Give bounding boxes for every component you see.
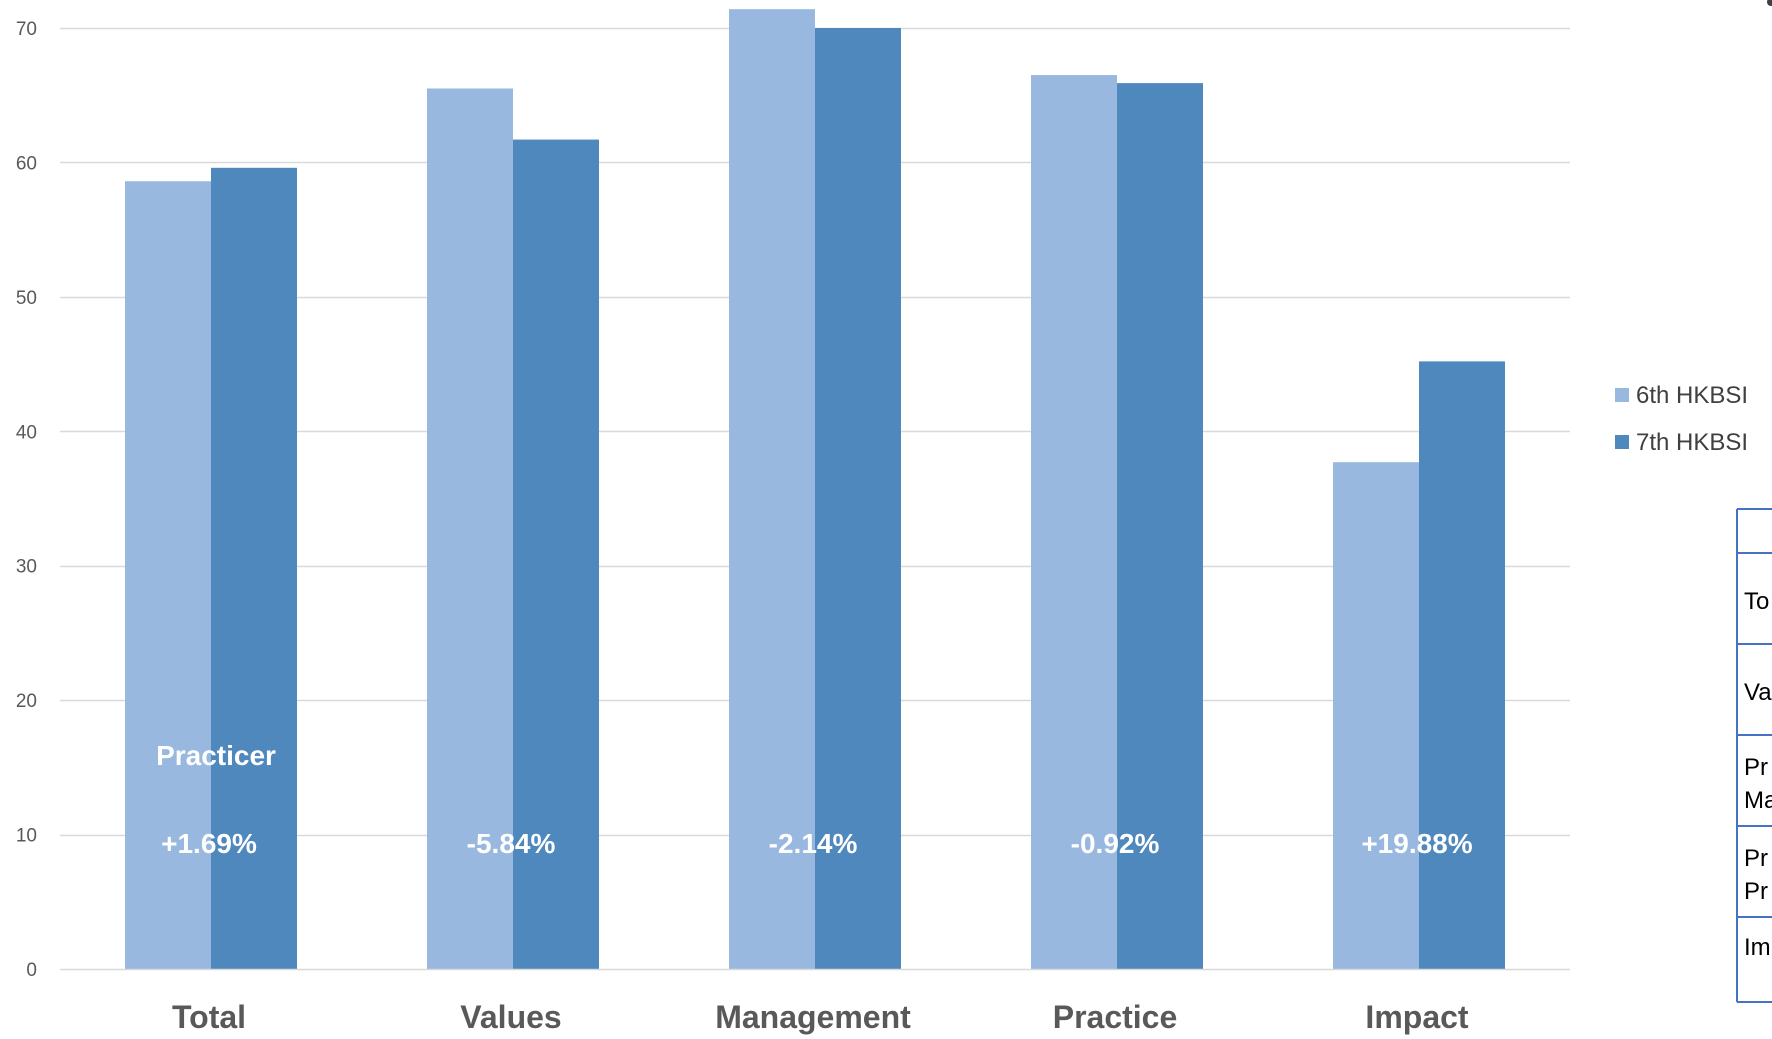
table-cell: Pr: [1744, 754, 1768, 781]
annotation-label: Practicer: [156, 740, 276, 771]
y-tick-label: 10: [16, 826, 37, 847]
table-cell: Im: [1744, 934, 1771, 961]
bar-6th-total: [125, 181, 211, 970]
x-axis-ticks: Total Values Management Practice Impact: [172, 999, 1469, 1035]
change-label: -0.92%: [1071, 828, 1160, 859]
bar-6th-values: [427, 88, 513, 969]
legend-label-6th: 6th HKBSI: [1636, 382, 1748, 409]
legend-swatch-7th: [1615, 435, 1629, 449]
bar-7th-management: [815, 28, 901, 969]
y-tick-label: 0: [26, 960, 37, 981]
x-tick-label: Management: [715, 999, 911, 1035]
bar-7th-impact: [1419, 361, 1505, 970]
bar-6th-practice: [1031, 75, 1117, 970]
y-tick-label: 70: [16, 19, 37, 40]
table-cell: Va: [1744, 679, 1772, 706]
data-table: To Va Pr Ma Pr Pr Im: [1736, 508, 1772, 1003]
table-cell: Ma: [1744, 787, 1772, 814]
legend: 6th HKBSI 7th HKBSI: [1615, 382, 1748, 456]
table-cell: Pr: [1744, 878, 1768, 905]
bar-7th-total: [211, 167, 297, 969]
y-tick-label: 40: [16, 422, 37, 443]
legend-swatch-6th: [1615, 388, 1629, 402]
bar-7th-practice: [1117, 83, 1203, 969]
legend-label-7th: 7th HKBSI: [1636, 429, 1748, 456]
x-tick-label: Total: [172, 999, 246, 1035]
change-label: -2.14%: [769, 828, 858, 859]
table-cell: Pr: [1744, 845, 1768, 872]
x-tick-label: Impact: [1365, 999, 1468, 1035]
y-tick-label: 20: [16, 691, 37, 712]
bar-7th-values: [513, 139, 599, 970]
bar-6th-impact: [1333, 462, 1419, 969]
table-cell: To: [1744, 588, 1769, 615]
y-tick-label: 60: [16, 153, 37, 174]
y-tick-label: 30: [16, 557, 37, 578]
change-labels: +1.69% -5.84% -2.14% -0.92% +19.88%: [161, 828, 1473, 859]
corner-dot: [1767, 0, 1772, 6]
change-label: +1.69%: [161, 828, 257, 859]
y-axis-ticks: 0 10 20 30 40 50 60 70: [16, 19, 37, 981]
bars: [125, 9, 1505, 970]
x-tick-label: Values: [460, 999, 561, 1035]
y-tick-label: 50: [16, 288, 37, 309]
x-tick-label: Practice: [1053, 999, 1178, 1035]
bar-6th-management: [729, 9, 815, 970]
change-label: -5.84%: [467, 828, 556, 859]
change-label: +19.88%: [1361, 828, 1472, 859]
